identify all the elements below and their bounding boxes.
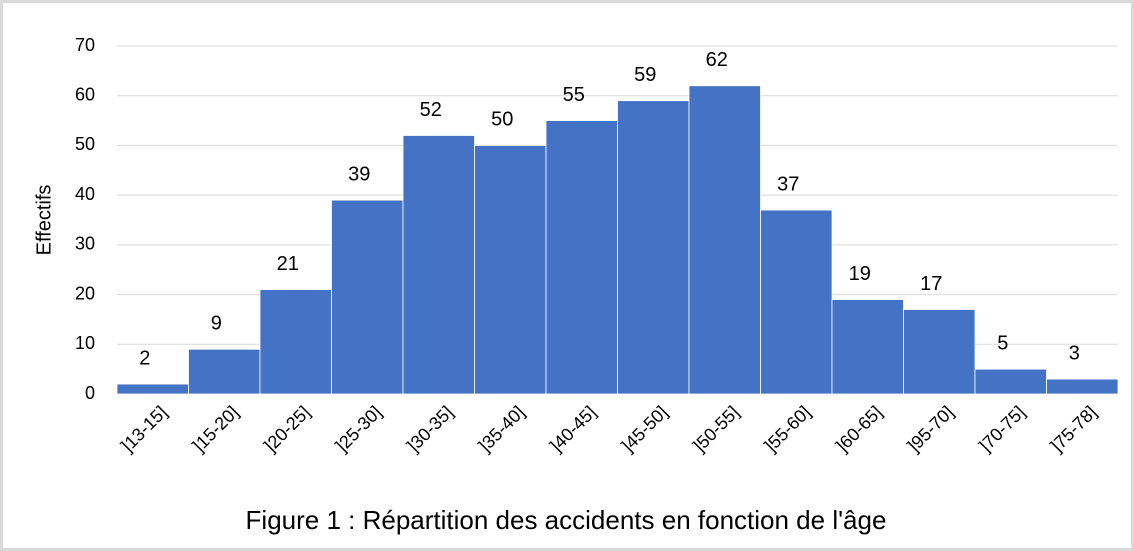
bar <box>831 299 904 395</box>
data-label: 3 <box>1069 342 1080 364</box>
y-axis-label: Effectifs <box>33 185 55 256</box>
bar <box>545 120 618 395</box>
y-tick-label: 70 <box>75 35 95 55</box>
bar <box>116 383 189 395</box>
data-label: 59 <box>634 64 656 86</box>
bar <box>474 145 547 395</box>
data-label: 50 <box>491 109 513 131</box>
data-label: 37 <box>777 173 799 195</box>
y-tick-label: 30 <box>75 234 95 254</box>
data-label: 9 <box>211 313 222 335</box>
data-label: 2 <box>139 347 150 369</box>
data-label: 21 <box>277 253 299 275</box>
data-label: 62 <box>706 49 728 71</box>
bar <box>1046 378 1119 395</box>
bar <box>688 85 761 395</box>
y-tick-label: 10 <box>75 333 95 353</box>
bar <box>760 209 833 395</box>
bar <box>974 368 1047 395</box>
bar <box>402 135 475 395</box>
y-tick-label: 20 <box>75 283 95 303</box>
bar <box>259 289 332 395</box>
data-label: 39 <box>348 163 370 185</box>
data-label: 17 <box>920 273 942 295</box>
chart-title: Figure 1 : Répartition des accidents en … <box>246 505 887 535</box>
y-tick-label: 60 <box>75 84 95 104</box>
data-label: 19 <box>849 263 871 285</box>
y-tick-label: 40 <box>75 184 95 204</box>
y-tick-label: 0 <box>85 383 95 403</box>
bar <box>331 199 404 395</box>
data-label: 5 <box>997 332 1008 354</box>
bar <box>903 309 976 395</box>
data-label: 55 <box>563 84 585 106</box>
bar <box>617 100 690 395</box>
data-label: 52 <box>420 99 442 121</box>
y-tick-label: 50 <box>75 134 95 154</box>
bar <box>188 348 261 395</box>
